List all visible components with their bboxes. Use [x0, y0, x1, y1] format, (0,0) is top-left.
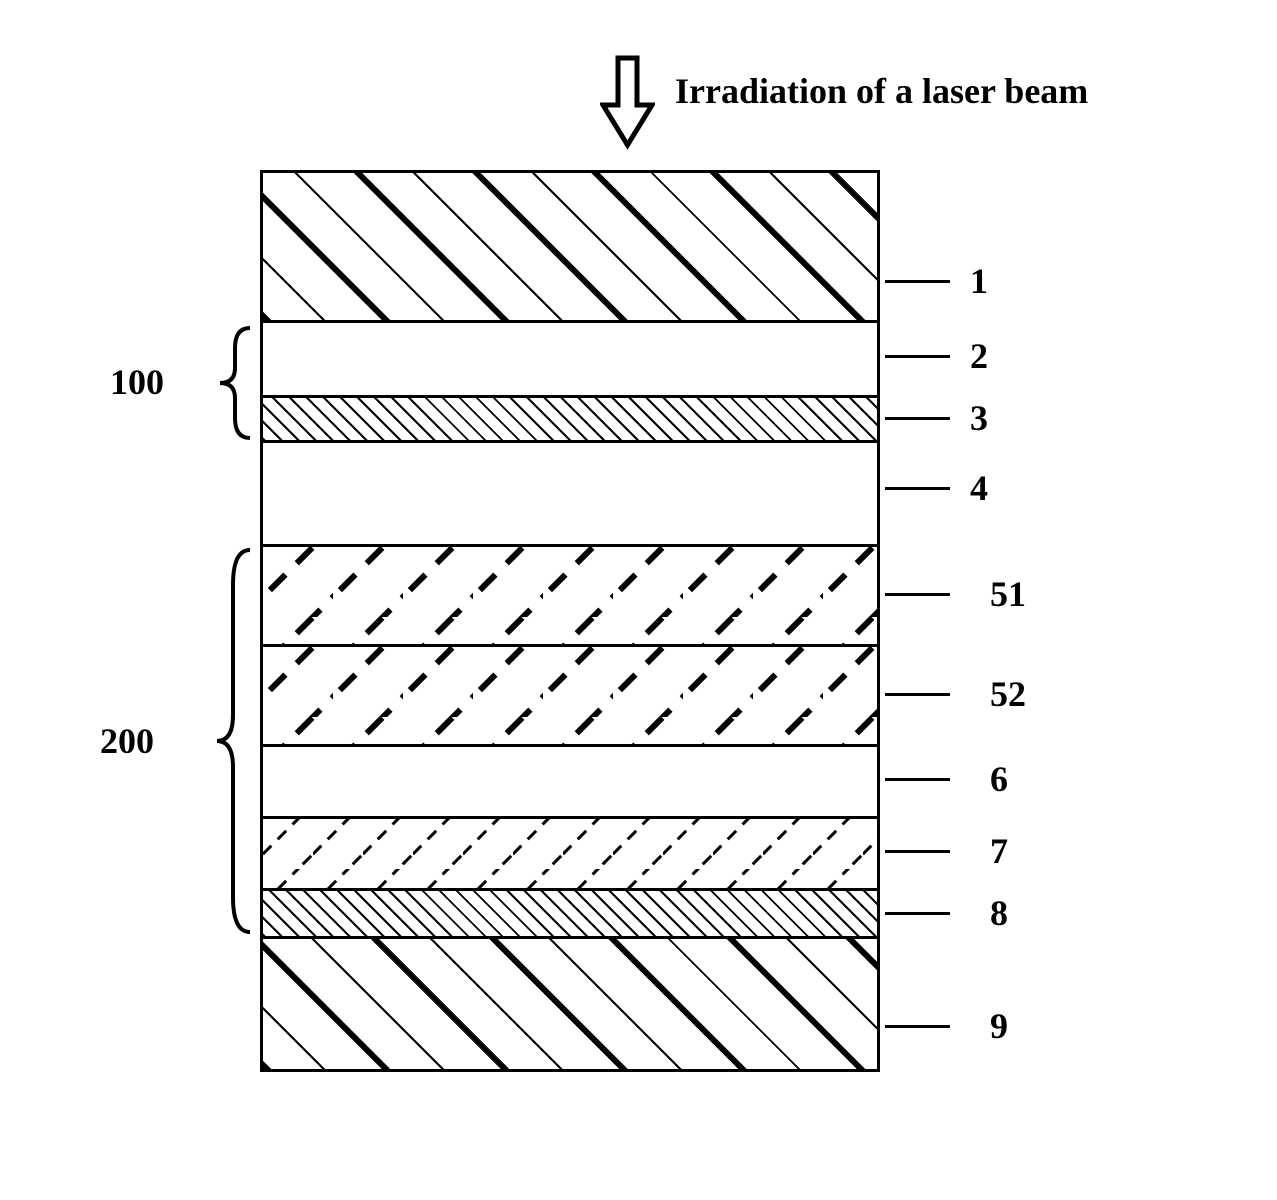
layer-51 [263, 547, 877, 647]
tick-6 [885, 778, 950, 781]
tick-8 [885, 912, 950, 915]
tick-52 [885, 693, 950, 696]
layer-9 [263, 939, 877, 1069]
layer-4 [263, 443, 877, 547]
arrow-label: Irradiation of a laser beam [675, 70, 1088, 112]
group-label-200: 200 [100, 720, 154, 762]
tick-51 [885, 593, 950, 596]
tick-7 [885, 850, 950, 853]
label-9: 9 [990, 1005, 1008, 1047]
group-label-100: 100 [110, 361, 164, 403]
tick-1 [885, 280, 950, 283]
brace-200-icon [205, 545, 255, 937]
layer-52 [263, 647, 877, 747]
label-52: 52 [990, 673, 1026, 715]
tick-2 [885, 355, 950, 358]
layer-3 [263, 398, 877, 443]
laser-arrow [600, 55, 655, 155]
label-1: 1 [970, 260, 988, 302]
label-3: 3 [970, 397, 988, 439]
brace-100-icon [205, 323, 255, 443]
tick-3 [885, 417, 950, 420]
tick-9 [885, 1025, 950, 1028]
layer-2 [263, 323, 877, 398]
label-8: 8 [990, 892, 1008, 934]
layer-7 [263, 819, 877, 891]
label-4: 4 [970, 467, 988, 509]
label-2: 2 [970, 335, 988, 377]
layer-1 [263, 173, 877, 323]
label-6: 6 [990, 758, 1008, 800]
layer-6 [263, 747, 877, 819]
label-51: 51 [990, 573, 1026, 615]
label-7: 7 [990, 830, 1008, 872]
tick-4 [885, 487, 950, 490]
layer-stack [260, 170, 880, 1072]
down-arrow-icon [600, 55, 655, 150]
layer-8 [263, 891, 877, 939]
